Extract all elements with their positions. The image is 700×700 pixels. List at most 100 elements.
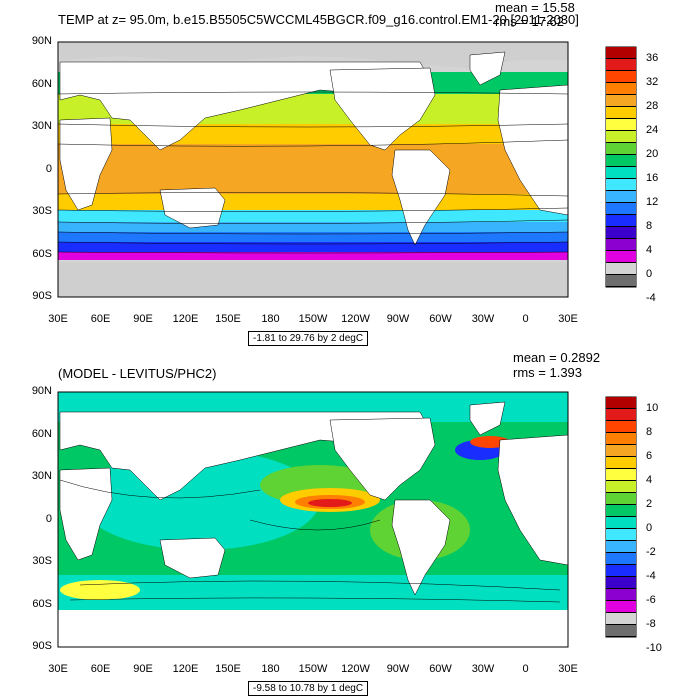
bottom-mean: mean = 0.2892 xyxy=(513,350,601,365)
colorbar-segment xyxy=(606,179,636,191)
colorbar-segment xyxy=(606,47,636,59)
colorbar-label: 24 xyxy=(646,124,659,136)
lon-label: 30E xyxy=(558,663,578,675)
greenland-shape xyxy=(469,51,506,86)
colorbar-segment xyxy=(606,481,636,493)
australia-shape xyxy=(159,187,226,229)
top-map xyxy=(57,41,637,298)
lon-label: 60E xyxy=(90,313,111,325)
colorbar-segment xyxy=(606,589,636,601)
lon-label: 60E xyxy=(90,663,111,675)
lon-label: 150W xyxy=(298,663,328,675)
colorbar-segment xyxy=(606,409,636,421)
lon-label: 60W xyxy=(429,663,452,675)
colorbar-label: 36 xyxy=(646,52,659,64)
colorbar-label: 0 xyxy=(646,268,653,280)
colorbar-segment xyxy=(606,445,636,457)
colorbar-segment xyxy=(606,263,636,275)
lon-label: 150E xyxy=(215,663,241,675)
top-range: -1.81 to 29.76 by 2 degC xyxy=(248,331,369,346)
colorbar-segment xyxy=(606,421,636,433)
colorbar-label: -4 xyxy=(646,292,656,304)
colorbar-label: 8 xyxy=(646,220,653,232)
colorbar-segment xyxy=(606,577,636,589)
colorbar-segment xyxy=(606,529,636,541)
colorbar-label: 10 xyxy=(646,402,659,414)
lon-label: 30W xyxy=(471,663,495,675)
bottom-range: -9.58 to 10.78 by 1 degC xyxy=(248,681,369,696)
north-america-shape xyxy=(329,67,436,151)
colorbar-segment xyxy=(606,493,636,505)
colorbar-segment xyxy=(606,131,636,143)
africa-shape xyxy=(59,117,113,211)
lon-label: 120E xyxy=(172,313,199,325)
colorbar-segment xyxy=(606,59,636,71)
colorbar-label: -2 xyxy=(646,546,656,558)
lat-label: 60N xyxy=(31,427,52,440)
bottom-panel: (MODEL - LEVITUS/PHC2) mean = 0.2892 rms… xyxy=(0,350,700,700)
colorbar-segment xyxy=(606,203,636,215)
lon-label: 150E xyxy=(215,313,241,325)
colorbar-segment xyxy=(606,541,636,553)
lon-label: 120E xyxy=(172,663,199,675)
colorbar-segment xyxy=(606,83,636,95)
colorbar-segment xyxy=(606,601,636,613)
lon-label: 90W xyxy=(386,313,410,325)
lon-label: 90W xyxy=(386,663,410,675)
lat-label: 0 xyxy=(45,512,52,525)
colorbar-segment xyxy=(606,457,636,469)
colorbar-segment xyxy=(606,469,636,481)
lon-label: 30E xyxy=(558,313,578,325)
lon-label: 30E xyxy=(48,663,68,675)
top-title: TEMP at z= 95.0m, b.e15.B5505C5WCCML45BG… xyxy=(58,12,579,27)
colorbar-label: 8 xyxy=(646,426,653,438)
colorbar-segment xyxy=(606,155,636,167)
colorbar-segment xyxy=(606,215,636,227)
colorbar-segment xyxy=(606,565,636,577)
colorbar-segment xyxy=(606,143,636,155)
colorbar-label: 28 xyxy=(646,100,659,112)
lon-label: 150W xyxy=(298,313,328,325)
bottom-rms: rms = 1.393 xyxy=(513,365,583,380)
colorbar-label: -4 xyxy=(646,570,656,582)
lat-label: 30N xyxy=(31,470,52,482)
colorbar-segment xyxy=(606,613,636,625)
colorbar-label: 12 xyxy=(646,196,659,208)
colorbar-segment xyxy=(606,71,636,83)
colorbar-label: 4 xyxy=(646,474,653,486)
colorbar-segment xyxy=(606,397,636,409)
colorbar-segment xyxy=(606,119,636,131)
colorbar-label: 16 xyxy=(646,172,659,184)
colorbar-label: 6 xyxy=(646,450,653,462)
lon-label: 30W xyxy=(471,313,495,325)
south-america-shape xyxy=(391,149,451,246)
top-panel: TEMP at z= 95.0m, b.e15.B5505C5WCCML45BG… xyxy=(31,0,659,346)
bottom-map xyxy=(57,391,637,648)
colorbar-segment xyxy=(606,553,636,565)
colorbar-label: -10 xyxy=(646,642,662,654)
lon-label: 90E xyxy=(133,663,153,675)
colorbar-segment xyxy=(606,251,636,263)
colorbar-label: 32 xyxy=(646,76,659,88)
lat-label: 90N xyxy=(31,35,52,47)
lat-label: 90S xyxy=(32,290,52,302)
lat-label: 0 xyxy=(45,162,52,175)
bottom-title: (MODEL - LEVITUS/PHC2) xyxy=(58,366,217,381)
lon-label: 0 xyxy=(522,313,529,325)
colorbar-segment xyxy=(606,107,636,119)
colorbar-label: -6 xyxy=(646,594,656,606)
colorbar-label: 0 xyxy=(646,522,653,534)
lon-label: 180 xyxy=(261,663,280,675)
colorbar-label: 4 xyxy=(646,244,653,256)
colorbar-label: 20 xyxy=(646,148,659,160)
lon-label: 30E xyxy=(48,313,68,325)
lon-label: 90E xyxy=(133,313,153,325)
colorbar-segment xyxy=(606,239,636,251)
colorbar-segment xyxy=(606,167,636,179)
colorbar-segment xyxy=(606,227,636,239)
colorbar-segment xyxy=(606,191,636,203)
top-mean: mean = 15.58 xyxy=(495,0,575,15)
colorbar-label: -8 xyxy=(646,618,656,630)
lon-label: 120W xyxy=(341,313,370,325)
lat-label: 90N xyxy=(31,385,52,397)
